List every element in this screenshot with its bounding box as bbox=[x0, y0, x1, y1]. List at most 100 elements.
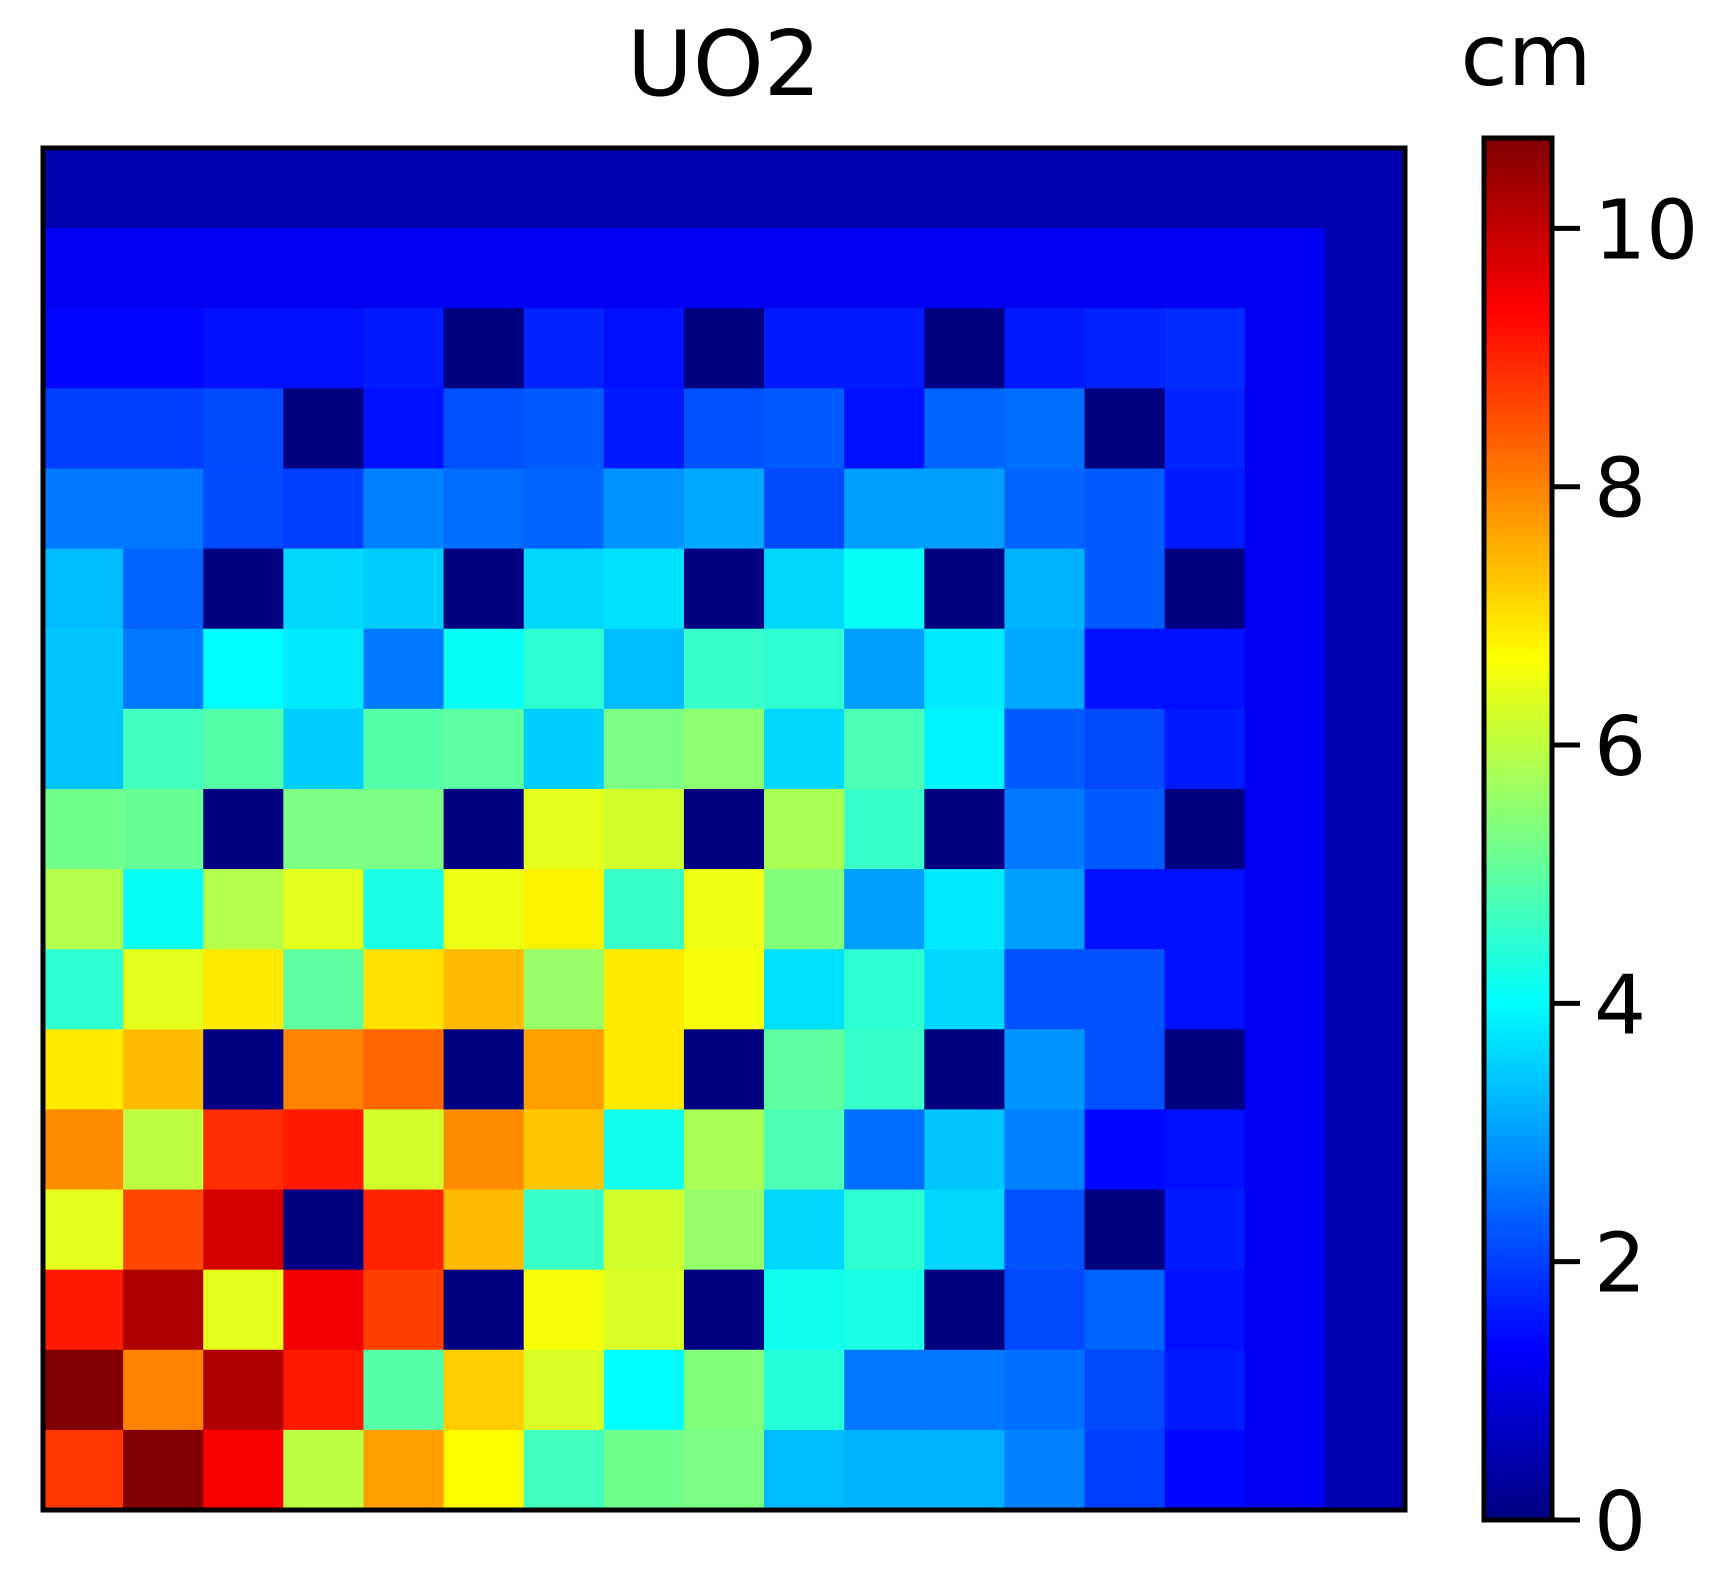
heatmap-cell bbox=[283, 1029, 365, 1111]
heatmap-cell bbox=[1324, 1349, 1406, 1431]
heatmap-cell bbox=[203, 308, 284, 389]
heatmap-cell bbox=[43, 148, 124, 229]
heatmap-cell bbox=[1244, 949, 1326, 1030]
heatmap-cell bbox=[1244, 388, 1326, 470]
heatmap-cell bbox=[123, 228, 204, 309]
heatmap-cell bbox=[523, 1029, 605, 1111]
heatmap-cell bbox=[764, 388, 845, 470]
heatmap-cell bbox=[683, 788, 765, 870]
heatmap-cell bbox=[1244, 1269, 1326, 1351]
heatmap-cell bbox=[443, 228, 525, 309]
heatmap-cell bbox=[1324, 468, 1406, 550]
heatmap-cell bbox=[363, 869, 445, 950]
heatmap-cell bbox=[363, 1189, 445, 1271]
heatmap-cell bbox=[683, 228, 765, 309]
heatmap-cell bbox=[283, 708, 365, 790]
heatmap-cell bbox=[1324, 1429, 1406, 1511]
heatmap-cell bbox=[924, 228, 1006, 309]
colorbar-tick-label: 0 bbox=[1594, 1475, 1646, 1570]
heatmap-cell bbox=[844, 548, 925, 630]
heatmap-cell bbox=[1324, 708, 1406, 790]
heatmap-cell bbox=[1244, 548, 1326, 630]
heatmap-cell bbox=[924, 949, 1006, 1030]
heatmap-cell bbox=[603, 468, 685, 550]
heatmap-cell bbox=[43, 869, 124, 950]
heatmap-cell bbox=[283, 788, 365, 870]
heatmap-cell bbox=[603, 1189, 685, 1271]
heatmap-cell bbox=[123, 1109, 204, 1191]
heatmap-cell bbox=[1084, 308, 1166, 389]
heatmap-cell bbox=[283, 869, 365, 950]
heatmap-cell bbox=[43, 388, 124, 470]
heatmap-cell bbox=[683, 1269, 765, 1351]
heatmap-cell bbox=[1084, 548, 1166, 630]
heatmap-cell bbox=[764, 1029, 845, 1111]
heatmap-cell bbox=[123, 308, 204, 389]
heatmap-cell bbox=[844, 869, 925, 950]
heatmap-cell bbox=[123, 548, 204, 630]
heatmap-cell bbox=[764, 949, 845, 1030]
heatmap-cell bbox=[844, 468, 925, 550]
heatmap-cell bbox=[603, 949, 685, 1030]
heatmap-cell bbox=[283, 1189, 365, 1271]
heatmap-cell bbox=[603, 388, 685, 470]
heatmap-cell bbox=[443, 1349, 525, 1431]
heatmap-cell bbox=[1084, 869, 1166, 950]
heatmap-cell bbox=[283, 148, 365, 229]
heatmap-cell bbox=[363, 1029, 445, 1111]
heatmap-cell bbox=[43, 308, 124, 389]
heatmap-cell bbox=[523, 788, 605, 870]
heatmap-cell bbox=[1084, 788, 1166, 870]
chart-title: UO2 bbox=[627, 12, 821, 117]
heatmap-cell bbox=[1164, 949, 1246, 1030]
heatmap-cell bbox=[1004, 1349, 1086, 1431]
heatmap-cell bbox=[924, 1109, 1006, 1191]
heatmap-cell bbox=[43, 1429, 124, 1511]
heatmap-cell bbox=[1244, 869, 1326, 950]
heatmap-cell bbox=[123, 388, 204, 470]
heatmap-cell bbox=[523, 388, 605, 470]
colorbar-tick-label: 8 bbox=[1594, 442, 1646, 537]
heatmap-cell bbox=[123, 869, 204, 950]
heatmap-cell bbox=[123, 708, 204, 790]
heatmap-cell bbox=[203, 388, 284, 470]
heatmap-cell bbox=[363, 1349, 445, 1431]
heatmap-cell bbox=[1244, 1029, 1326, 1111]
heatmap-cell bbox=[523, 1349, 605, 1431]
heatmap-cell bbox=[603, 548, 685, 630]
heatmap-cell bbox=[203, 468, 284, 550]
heatmap-cell bbox=[844, 1349, 925, 1431]
heatmap-cell bbox=[844, 788, 925, 870]
heatmap-cell bbox=[523, 228, 605, 309]
heatmap-cell bbox=[203, 1429, 284, 1511]
heatmap-cell bbox=[203, 1349, 284, 1431]
heatmap-cell bbox=[603, 1429, 685, 1511]
heatmap-cell bbox=[203, 1029, 284, 1111]
heatmap-cell bbox=[683, 548, 765, 630]
heatmap-cell bbox=[363, 1429, 445, 1511]
heatmap-cell bbox=[603, 869, 685, 950]
heatmap-cell bbox=[683, 468, 765, 550]
heatmap-cell bbox=[363, 1269, 445, 1351]
heatmap-cell bbox=[443, 1269, 525, 1351]
heatmap-cell bbox=[523, 548, 605, 630]
heatmap-cell bbox=[283, 308, 365, 389]
heatmap-cell bbox=[1164, 628, 1246, 710]
heatmap-cell bbox=[844, 1189, 925, 1271]
heatmap-cell bbox=[523, 1109, 605, 1191]
heatmap-cell bbox=[1164, 548, 1246, 630]
heatmap-cell bbox=[523, 949, 605, 1030]
heatmap-cell bbox=[1004, 1429, 1086, 1511]
heatmap-cell bbox=[203, 1269, 284, 1351]
heatmap-cell bbox=[1244, 788, 1326, 870]
heatmap-cell bbox=[123, 148, 204, 229]
heatmap-cell bbox=[764, 1349, 845, 1431]
heatmap-cell bbox=[683, 1429, 765, 1511]
heatmap-cell bbox=[924, 628, 1006, 710]
heatmap-cell bbox=[844, 949, 925, 1030]
heatmap-cell bbox=[1164, 1429, 1246, 1511]
heatmap-cell bbox=[683, 869, 765, 950]
heatmap-cell bbox=[123, 788, 204, 870]
heatmap-cell bbox=[443, 869, 525, 950]
heatmap-cell bbox=[1004, 949, 1086, 1030]
